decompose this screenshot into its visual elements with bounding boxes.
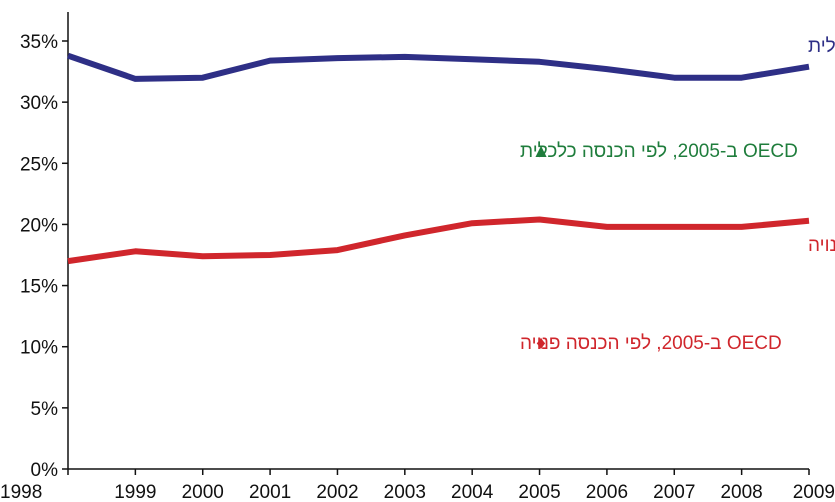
x-tick-label: 2009 <box>793 482 835 502</box>
y-tick-label: 5% <box>31 399 59 420</box>
y-tick-label: 25% <box>20 154 58 175</box>
x-tick-label: 1999 <box>114 482 156 502</box>
y-tick-label: 20% <box>20 215 58 236</box>
oecd-disposable-symbol: ♦ <box>536 333 546 354</box>
oecd-economic-symbol: ▲ <box>532 141 551 162</box>
series-label-economic-income: ישראל – לפי הכנסה כלכלית <box>808 36 835 57</box>
x-tick-label: 2003 <box>384 482 426 502</box>
y-tick-label: 10% <box>20 338 58 359</box>
y-axis: 0% 5% 10% 15% 20% 25% 30% 35% <box>20 12 69 481</box>
x-axis: 1998 1999 2000 2001 2002 2003 2004 2005 2006 2007… <box>0 468 835 502</box>
series-label-disposable-income: ישראל – לפי הכנסה פנויה <box>808 235 835 256</box>
series-layer <box>67 52 810 265</box>
oecd-economic-marker: ▲ OECD ב-2005, לפי הכנסה כלכלית <box>520 141 798 162</box>
x-tick-label: 2001 <box>249 482 291 502</box>
y-tick-label: 15% <box>20 277 58 298</box>
oecd-disposable-label: OECD ב-2005, לפי הכנסה פנויה <box>520 333 782 354</box>
oecd-economic-label: OECD ב-2005, לפי הכנסה כלכלית <box>520 141 798 162</box>
x-tick-label: 2002 <box>316 482 358 502</box>
x-tick-label: 2005 <box>518 482 560 502</box>
x-tick-label: 1998 <box>0 482 42 502</box>
series-line-economic-income <box>67 52 810 82</box>
x-tick-label: 2004 <box>451 482 494 502</box>
oecd-disposable-marker: ♦ OECD ב-2005, לפי הכנסה פנויה <box>520 333 782 354</box>
y-tick-label: 0% <box>31 460 59 481</box>
x-tick-label: 2008 <box>720 482 762 502</box>
x-tick-label: 2000 <box>182 482 224 502</box>
y-tick-label: 30% <box>20 93 58 114</box>
series-line-disposable-income <box>67 216 810 265</box>
y-tick-label: 35% <box>20 32 58 53</box>
x-tick-label: 2006 <box>586 482 628 502</box>
x-tick-label: 2007 <box>653 482 695 502</box>
